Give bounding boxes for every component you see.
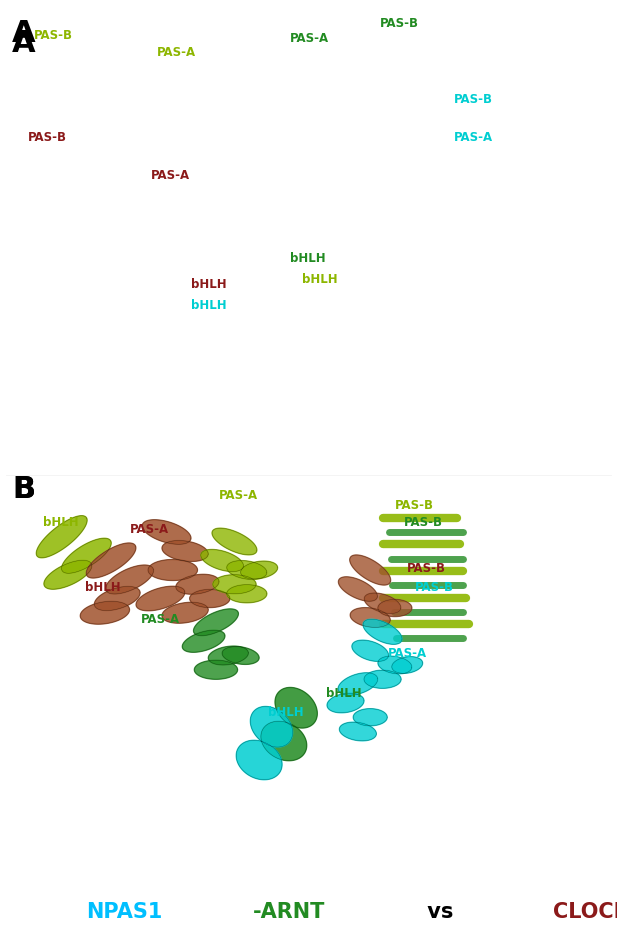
Polygon shape: [201, 549, 244, 572]
Polygon shape: [236, 740, 282, 780]
Text: A: A: [12, 19, 36, 48]
Text: PAS-B: PAS-B: [415, 580, 453, 594]
Polygon shape: [352, 640, 389, 661]
Polygon shape: [338, 673, 378, 695]
Text: bHLH: bHLH: [268, 706, 304, 719]
Text: PAS-A: PAS-A: [387, 647, 426, 660]
Text: PAS-A: PAS-A: [290, 31, 329, 45]
Polygon shape: [86, 543, 136, 578]
Text: bHLH: bHLH: [43, 516, 79, 529]
Text: PAS-A: PAS-A: [219, 489, 258, 503]
Text: bHLH: bHLH: [290, 252, 326, 265]
Text: B: B: [12, 475, 35, 504]
Polygon shape: [80, 601, 130, 624]
Text: NPAS1: NPAS1: [86, 902, 163, 922]
Text: PAS-B: PAS-B: [395, 499, 434, 512]
Polygon shape: [241, 561, 278, 579]
Polygon shape: [339, 722, 376, 741]
Polygon shape: [162, 602, 208, 623]
Polygon shape: [378, 599, 412, 617]
Polygon shape: [378, 656, 412, 674]
Polygon shape: [182, 630, 225, 653]
Text: PAS-B: PAS-B: [379, 17, 418, 30]
Text: bHLH: bHLH: [191, 278, 227, 292]
Text: bHLH: bHLH: [326, 687, 362, 700]
Polygon shape: [209, 646, 248, 665]
Text: PAS-A: PAS-A: [157, 46, 196, 59]
Text: PAS-A: PAS-A: [141, 613, 180, 626]
Text: CLOCK: CLOCK: [553, 902, 617, 922]
Polygon shape: [106, 565, 154, 594]
Polygon shape: [222, 647, 259, 664]
Text: PAS-A: PAS-A: [151, 169, 190, 182]
Text: PAS-B: PAS-B: [34, 28, 73, 42]
Polygon shape: [94, 586, 140, 611]
Polygon shape: [44, 560, 92, 589]
Polygon shape: [162, 541, 208, 561]
Polygon shape: [363, 619, 402, 644]
Polygon shape: [227, 560, 267, 580]
Polygon shape: [62, 539, 111, 573]
Polygon shape: [275, 688, 317, 728]
Polygon shape: [143, 520, 191, 544]
Polygon shape: [190, 590, 230, 607]
Text: bHLH: bHLH: [85, 580, 121, 594]
Polygon shape: [213, 575, 256, 594]
Text: PAS-A: PAS-A: [130, 522, 168, 536]
Polygon shape: [339, 577, 377, 601]
Polygon shape: [227, 585, 267, 602]
Polygon shape: [176, 575, 219, 594]
Text: PAS-B: PAS-B: [404, 516, 443, 529]
Text: -ARNT: -ARNT: [253, 902, 325, 922]
Polygon shape: [251, 707, 292, 747]
Polygon shape: [194, 660, 238, 679]
Polygon shape: [364, 593, 401, 614]
Polygon shape: [327, 694, 364, 712]
Text: PAS-A: PAS-A: [453, 131, 492, 144]
Polygon shape: [261, 721, 307, 761]
Polygon shape: [354, 709, 387, 726]
Polygon shape: [392, 656, 423, 674]
Polygon shape: [350, 555, 391, 585]
Text: bHLH: bHLH: [302, 273, 338, 286]
Text: A: A: [12, 28, 36, 58]
Text: bHLH: bHLH: [191, 299, 227, 313]
Polygon shape: [194, 609, 238, 636]
Polygon shape: [36, 516, 87, 558]
Text: PAS-B: PAS-B: [407, 561, 446, 575]
Polygon shape: [212, 528, 257, 555]
Text: PAS-B: PAS-B: [28, 131, 67, 144]
Text: B: B: [12, 475, 35, 504]
Text: PAS-B: PAS-B: [453, 93, 492, 106]
Polygon shape: [350, 608, 390, 627]
Polygon shape: [148, 560, 197, 580]
Polygon shape: [364, 671, 401, 688]
Polygon shape: [136, 586, 184, 611]
Text: vs: vs: [420, 902, 460, 922]
